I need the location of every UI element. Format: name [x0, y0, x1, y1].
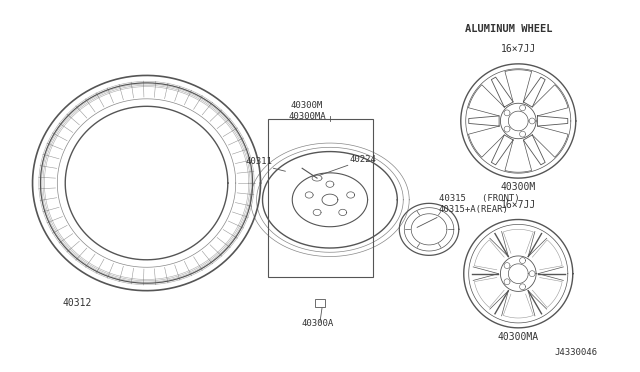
Text: J4330046: J4330046: [555, 349, 598, 357]
Text: 40300M: 40300M: [500, 182, 536, 192]
Text: ALUMINUM WHEEL: ALUMINUM WHEEL: [465, 24, 552, 34]
Text: 40300A: 40300A: [302, 319, 334, 328]
Text: 40224: 40224: [349, 155, 376, 164]
Text: 16×7JJ: 16×7JJ: [500, 200, 536, 210]
Text: 40300MA: 40300MA: [498, 332, 539, 341]
Bar: [315, 299, 325, 307]
Bar: [268, 119, 372, 277]
Text: 40311: 40311: [246, 157, 273, 166]
Text: 16×7JJ: 16×7JJ: [500, 44, 536, 54]
Text: 40315   (FRONT)
40315+A(REAR): 40315 (FRONT) 40315+A(REAR): [439, 194, 520, 214]
Text: 40300M
40300MA: 40300M 40300MA: [288, 101, 326, 121]
Text: 40312: 40312: [63, 298, 92, 308]
